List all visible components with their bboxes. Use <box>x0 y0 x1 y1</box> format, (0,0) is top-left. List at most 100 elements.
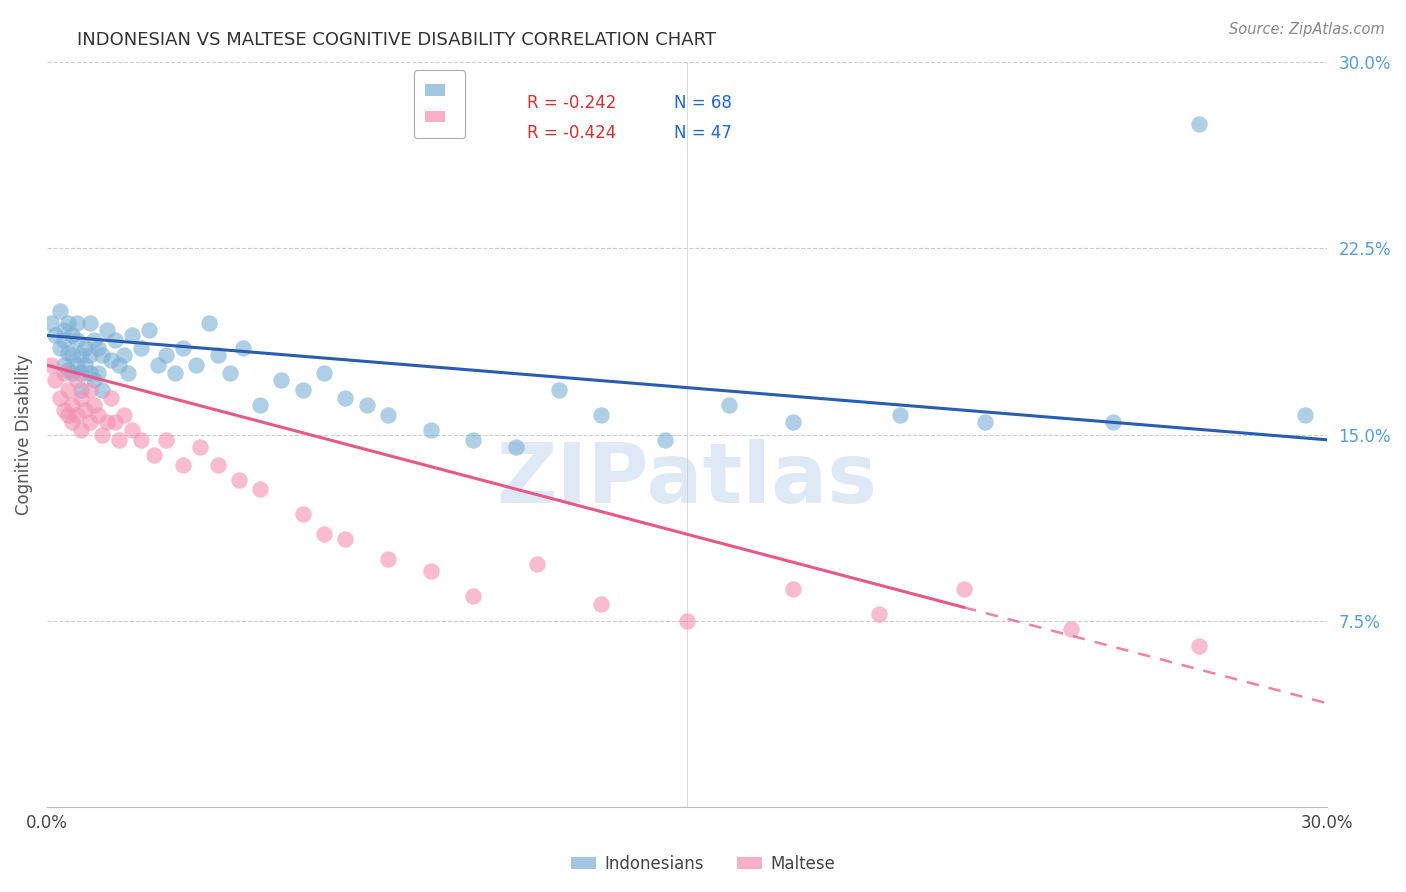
Point <box>1294 408 1316 422</box>
Point <box>782 416 804 430</box>
Point <box>62 366 84 380</box>
Point <box>87 366 110 380</box>
Text: R = -0.242: R = -0.242 <box>527 95 616 112</box>
Point <box>505 440 527 454</box>
Point <box>718 398 741 412</box>
Point <box>117 366 139 380</box>
Point <box>48 391 70 405</box>
Point <box>129 433 152 447</box>
Text: ZIPatlas: ZIPatlas <box>496 439 877 520</box>
Point <box>335 532 357 546</box>
Legend: , : , <box>413 70 465 138</box>
Point <box>1102 416 1125 430</box>
Point <box>44 373 66 387</box>
Point <box>83 373 105 387</box>
Point <box>249 398 271 412</box>
Point <box>974 416 997 430</box>
Point <box>66 316 89 330</box>
Point <box>129 341 152 355</box>
Point <box>100 391 122 405</box>
Point <box>100 353 122 368</box>
Point <box>172 458 194 472</box>
Point <box>39 358 62 372</box>
Point <box>889 408 911 422</box>
Point <box>91 427 114 442</box>
Point <box>91 348 114 362</box>
Point <box>75 358 97 372</box>
Point <box>463 589 485 603</box>
Point <box>142 448 165 462</box>
Point <box>377 408 399 422</box>
Point <box>52 403 75 417</box>
Point <box>186 358 208 372</box>
Point <box>58 383 80 397</box>
Point <box>91 383 114 397</box>
Point <box>52 334 75 348</box>
Point <box>75 341 97 355</box>
Point <box>79 316 101 330</box>
Point <box>52 366 75 380</box>
Point <box>83 334 105 348</box>
Point <box>58 363 80 377</box>
Point <box>146 358 169 372</box>
Legend: Indonesians, Maltese: Indonesians, Maltese <box>564 848 842 880</box>
Point <box>249 483 271 497</box>
Point <box>121 328 143 343</box>
Point <box>219 366 242 380</box>
Point <box>190 440 212 454</box>
Point <box>291 508 314 522</box>
Point <box>62 348 84 362</box>
Point <box>79 348 101 362</box>
Point <box>463 433 485 447</box>
Point <box>419 565 441 579</box>
Point <box>66 358 89 372</box>
Point <box>314 366 336 380</box>
Point <box>228 473 250 487</box>
Point <box>96 323 118 337</box>
Text: INDONESIAN VS MALTESE COGNITIVE DISABILITY CORRELATION CHART: INDONESIAN VS MALTESE COGNITIVE DISABILI… <box>77 31 716 49</box>
Point <box>207 458 229 472</box>
Text: N = 68: N = 68 <box>673 95 731 112</box>
Point <box>70 366 93 380</box>
Point <box>62 328 84 343</box>
Point <box>58 346 80 360</box>
Point <box>66 408 89 422</box>
Point <box>96 416 118 430</box>
Point <box>335 391 357 405</box>
Point <box>138 323 160 337</box>
Point <box>83 398 105 412</box>
Point <box>62 416 84 430</box>
Point <box>172 341 194 355</box>
Point <box>104 416 127 430</box>
Point <box>87 341 110 355</box>
Point <box>70 383 93 397</box>
Point <box>1187 117 1209 131</box>
Point <box>112 348 135 362</box>
Point <box>356 398 378 412</box>
Point <box>112 408 135 422</box>
Point <box>163 366 186 380</box>
Point <box>79 416 101 430</box>
Point <box>70 423 93 437</box>
Point <box>58 316 80 330</box>
Point <box>782 582 804 596</box>
Point <box>70 348 93 362</box>
Point <box>1059 622 1081 636</box>
Point <box>66 373 89 387</box>
Point <box>1187 639 1209 653</box>
Point <box>419 423 441 437</box>
Point <box>291 383 314 397</box>
Point <box>75 403 97 417</box>
Point <box>198 316 221 330</box>
Point <box>207 348 229 362</box>
Point <box>48 341 70 355</box>
Point <box>79 366 101 380</box>
Point <box>547 383 569 397</box>
Point <box>591 597 613 611</box>
Point <box>526 557 548 571</box>
Point <box>675 614 697 628</box>
Point <box>314 527 336 541</box>
Point <box>62 398 84 412</box>
Point <box>270 373 292 387</box>
Point <box>87 408 110 422</box>
